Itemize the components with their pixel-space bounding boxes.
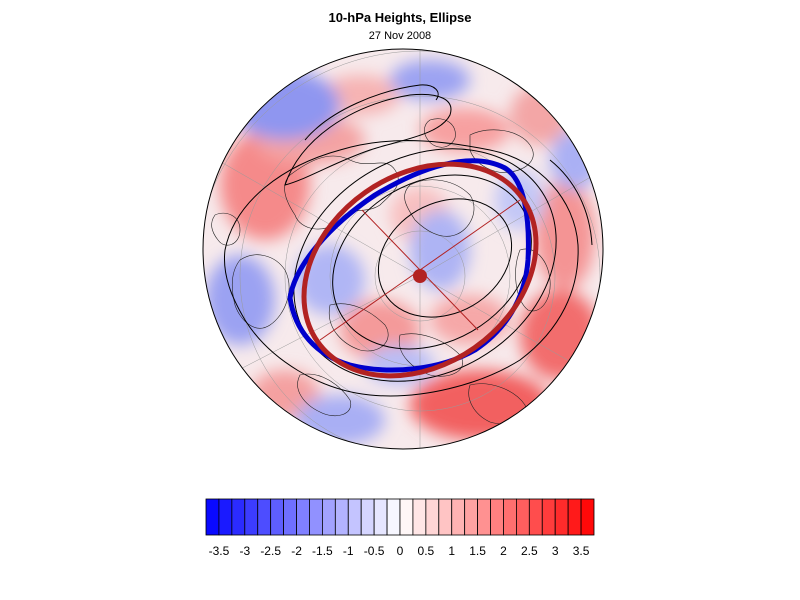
colorbar-tick-label: -1: [342, 544, 354, 558]
vortex-ellipse: [301, 161, 539, 379]
colorbar-swatch: [399, 498, 414, 536]
coastline: [284, 155, 399, 230]
colorbar-swatch: [244, 498, 259, 536]
coastline: [404, 179, 475, 237]
colorbar-swatch: [490, 498, 504, 536]
colorbar-swatch: [464, 498, 478, 536]
colorbar-tick-label: 1.5: [469, 544, 486, 558]
colorbar: [205, 498, 595, 536]
colorbar-swatch: [412, 498, 427, 536]
colorbar-swatch: [451, 498, 466, 536]
coastline: [424, 118, 456, 148]
colorbar-tick-label: 3: [551, 544, 559, 558]
colorbar-swatch: [283, 498, 297, 536]
colorbar-swatch: [218, 498, 233, 536]
vortex-center-marker: [413, 269, 427, 283]
colorbar-swatch: [347, 498, 362, 536]
colorbar-swatch: [477, 498, 491, 536]
height-contour: [549, 159, 593, 246]
anomaly-patch-negative: [410, 210, 470, 290]
globe-outline: [202, 48, 604, 450]
anomaly-patch-negative: [390, 60, 470, 100]
colorbar-swatch: [425, 498, 440, 536]
colorbar-tick-label: 3.5: [572, 544, 590, 558]
meridian-line: [419, 159, 603, 277]
anomaly-patch-positive: [520, 290, 600, 380]
colorbar-swatch: [515, 498, 530, 536]
anomaly-patch-positive: [430, 295, 510, 345]
colorbar-swatch: [270, 498, 284, 536]
colorbar-tick-label: 0.5: [417, 544, 435, 558]
colorbar-tick-label: -2: [291, 544, 302, 558]
coastline: [231, 254, 290, 329]
height-contour: [284, 93, 452, 186]
colorbar-swatch: [438, 498, 453, 536]
coastline: [398, 333, 463, 377]
height-contour: [377, 198, 513, 318]
colorbar-swatch: [322, 498, 336, 536]
height-contour: [223, 140, 579, 397]
colorbar-swatch: [567, 498, 582, 536]
map-date: 27 Nov 2008: [368, 30, 432, 42]
colorbar-swatch: [334, 498, 349, 536]
colorbar-swatch: [231, 498, 246, 536]
colorbar-swatch: [309, 498, 323, 536]
height-contour: [304, 84, 439, 141]
coastline: [297, 373, 352, 416]
colorbar-swatch: [386, 498, 401, 536]
colorbar-tick-label: -0.5: [363, 544, 385, 558]
colorbar-swatch: [580, 498, 595, 536]
map-title: 10-hPa Heights, Ellipse: [328, 10, 472, 25]
anomaly-patch-negative: [230, 70, 340, 140]
colorbar-tick-label: 2.5: [520, 544, 538, 558]
colorbar-tick-label: 1: [448, 544, 456, 558]
height-contours: [223, 84, 593, 397]
colorbar-swatch: [296, 498, 310, 536]
vortex-edge-contour: [287, 158, 531, 373]
colorbar-tick-label: -3: [239, 544, 251, 558]
colorbar-swatch: [360, 498, 375, 536]
height-contour: [332, 174, 532, 350]
anomaly-patch-negative: [205, 255, 275, 345]
colorbar-tick-labels: -3.5 -3 -2.5 -2 -1.5 -1 -0.5 0 0.5 1 1.5 2 2.5 3 3.5: [0, 544, 800, 564]
colorbar-swatch: [503, 498, 517, 536]
colorbar-tick-label: 0: [396, 544, 404, 558]
coastline: [211, 212, 241, 246]
colorbar-swatch: [205, 498, 220, 536]
coastline: [515, 248, 551, 312]
coastline: [328, 303, 389, 352]
colorbar-swatch: [528, 498, 543, 536]
colorbar-swatch: [373, 498, 388, 536]
colorbar-swatch: [257, 498, 272, 536]
globe: [203, 49, 603, 449]
coastline: [469, 129, 534, 173]
meridian-line: [203, 149, 421, 277]
colorbar-swatch: [554, 498, 569, 536]
colorbar-tick-label: -1.5: [312, 544, 333, 558]
anomaly-patch-positive: [410, 370, 550, 440]
colorbar-swatch: [541, 498, 556, 536]
colorbar-tick-label: -2.5: [260, 544, 281, 558]
colorbar-tick-label: -3.5: [208, 544, 230, 558]
colorbar-tick-label: 2: [500, 544, 507, 558]
